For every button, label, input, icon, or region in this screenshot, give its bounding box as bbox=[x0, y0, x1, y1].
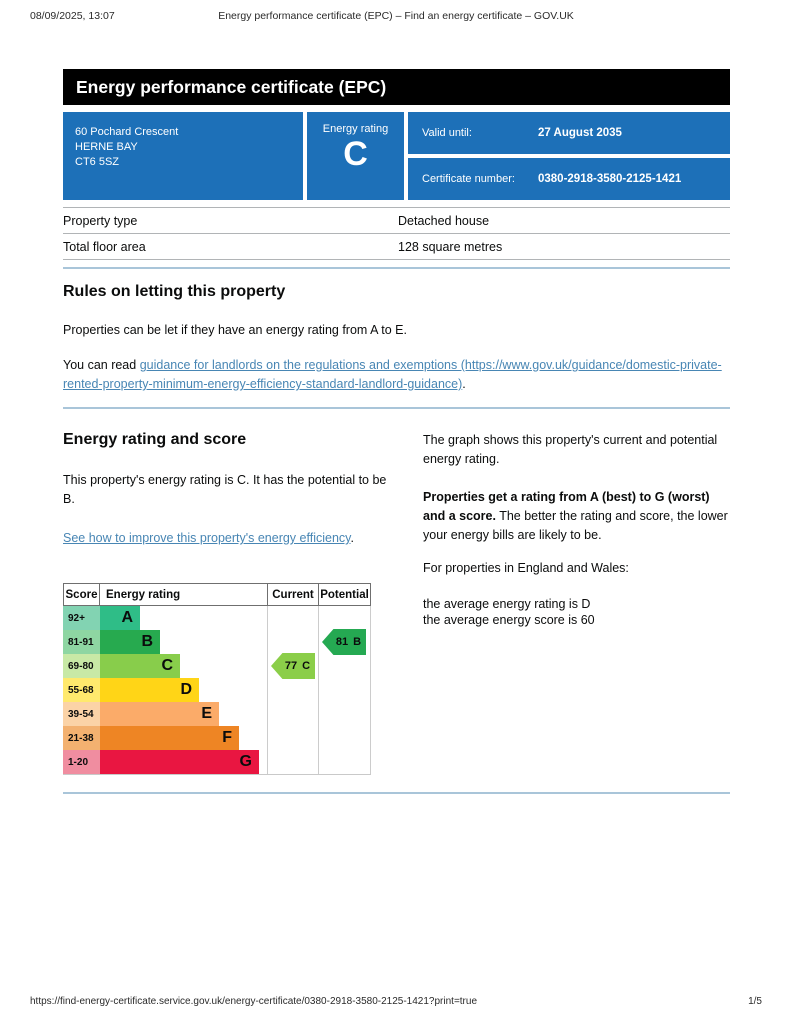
epc-band-row: 1-20 G bbox=[63, 750, 371, 774]
print-datetime: 08/09/2025, 13:07 bbox=[30, 10, 115, 22]
potential-rating-letter: B bbox=[353, 636, 362, 648]
certificate-meta-cells: Valid until: 27 August 2035 Certificate … bbox=[408, 112, 730, 200]
epc-band-row: 55-68 D bbox=[63, 678, 371, 702]
band-score-range: 81-91 bbox=[63, 630, 100, 654]
epc-band-row: 92+ A bbox=[63, 606, 371, 630]
certificate-banner: Energy performance certificate (EPC) bbox=[63, 69, 730, 105]
graph-intro-text: The graph shows this property's current … bbox=[423, 433, 718, 466]
band-bar: C bbox=[100, 654, 180, 678]
valid-until-row: Valid until: 27 August 2035 bbox=[408, 112, 730, 154]
epc-band-row: 81-91 B bbox=[63, 630, 371, 654]
rating-section-heading: Energy rating and score bbox=[63, 431, 247, 448]
band-score-range: 55-68 bbox=[63, 678, 100, 702]
address-line-1: 60 Pochard Crescent bbox=[75, 126, 179, 138]
improve-efficiency-link[interactable]: See how to improve this property's energ… bbox=[63, 531, 351, 545]
band-score-range: 21-38 bbox=[63, 726, 100, 750]
score-column-header: Score bbox=[63, 584, 100, 605]
current-rating-letter: C bbox=[302, 660, 311, 672]
average-rating-line: the average energy rating is D bbox=[423, 597, 591, 611]
improve-link-suffix: . bbox=[350, 531, 354, 545]
address-line-3: CT6 5SZ bbox=[75, 156, 120, 168]
band-score-range: 39-54 bbox=[63, 702, 100, 726]
rating-explainer-text: Properties get a rating from A (best) to… bbox=[423, 488, 731, 545]
table-row: Property type Detached house bbox=[63, 207, 730, 234]
band-bar: D bbox=[100, 678, 199, 702]
current-score-value: 77 bbox=[284, 660, 298, 672]
print-page-title: Energy performance certificate (EPC) – F… bbox=[218, 10, 574, 22]
valid-until-value: 27 August 2035 bbox=[538, 127, 622, 139]
england-wales-text: For properties in England and Wales: bbox=[423, 561, 629, 575]
landlord-guidance-link[interactable]: guidance for landlords on the regulation… bbox=[63, 358, 722, 391]
letting-rules-paragraph: Properties can be let if they have an en… bbox=[63, 323, 407, 337]
average-score-line: the average energy score is 60 bbox=[423, 613, 595, 627]
floor-area-value: 128 square metres bbox=[398, 239, 503, 254]
rating-explainer-bold: Properties get a rating from A (best) to… bbox=[423, 490, 710, 523]
average-stats: the average energy rating is D the avera… bbox=[423, 596, 731, 628]
certificate-number-row: Certificate number: 0380-2918-3580-2125-… bbox=[408, 158, 730, 200]
energy-rating-label: Energy rating bbox=[322, 123, 389, 135]
section-divider bbox=[63, 792, 730, 794]
improve-paragraph: See how to improve this property's energ… bbox=[63, 529, 395, 548]
chart-gridline bbox=[370, 606, 371, 774]
band-bar: F bbox=[100, 726, 239, 750]
rating-summary-text: This property's energy rating is C. It h… bbox=[63, 473, 387, 506]
chart-gridline bbox=[318, 606, 319, 774]
section-divider bbox=[63, 407, 730, 409]
epc-band-row: 39-54 E bbox=[63, 702, 371, 726]
guidance-text-suffix: . bbox=[462, 377, 466, 391]
band-bar: E bbox=[100, 702, 219, 726]
certificate-summary-box: 60 Pochard Crescent HERNE BAY CT6 5SZ En… bbox=[63, 112, 730, 200]
certificate-number-label: Certificate number: bbox=[422, 173, 515, 185]
chart-header-row: Score Energy rating Current Potential bbox=[63, 583, 371, 606]
potential-score-value: 81 bbox=[335, 636, 349, 648]
rating-explainer-rest: The better the rating and score, the low… bbox=[423, 509, 728, 542]
section-divider bbox=[63, 267, 730, 269]
property-type-label: Property type bbox=[63, 213, 138, 228]
band-score-range: 69-80 bbox=[63, 654, 100, 678]
band-score-range: 92+ bbox=[63, 606, 100, 630]
epc-rating-chart: Score Energy rating Current Potential 77… bbox=[63, 583, 371, 775]
banner-title: Energy performance certificate (EPC) bbox=[76, 77, 387, 97]
current-column-header: Current bbox=[267, 584, 318, 605]
table-row: Total floor area 128 square metres bbox=[63, 234, 730, 260]
energy-rating-column-header: Energy rating bbox=[106, 588, 181, 601]
property-address: 60 Pochard Crescent HERNE BAY CT6 5SZ bbox=[63, 112, 303, 200]
energy-rating-cell: Energy rating C bbox=[307, 112, 404, 200]
certificate-number-value: 0380-2918-3580-2125-1421 bbox=[538, 173, 682, 185]
chart-body: 77 C 81 B 92+ A 81-91 B 69-80 C 55-68 D 39-54 E 21-3… bbox=[63, 606, 371, 775]
property-facts-table: Property type Detached house Total floor… bbox=[63, 207, 730, 260]
property-type-value: Detached house bbox=[398, 213, 490, 228]
guidance-text-prefix: You can read bbox=[63, 358, 140, 372]
epc-band-row: 21-38 F bbox=[63, 726, 371, 750]
band-bar: A bbox=[100, 606, 140, 630]
print-footer-url: https://find-energy-certificate.service.… bbox=[30, 996, 478, 1007]
band-score-range: 1-20 bbox=[63, 750, 100, 774]
print-page-indicator: 1/5 bbox=[748, 996, 762, 1007]
address-line-2: HERNE BAY bbox=[75, 141, 138, 153]
band-bar: G bbox=[100, 750, 259, 774]
floor-area-label: Total floor area bbox=[63, 239, 146, 254]
potential-column-header: Potential bbox=[318, 584, 371, 605]
chart-gridline bbox=[267, 606, 268, 774]
band-bar: B bbox=[100, 630, 160, 654]
energy-rating-value: C bbox=[343, 135, 368, 173]
valid-until-label: Valid until: bbox=[422, 127, 472, 139]
letting-guidance-paragraph: You can read guidance for landlords on t… bbox=[63, 356, 730, 394]
epc-band-row: 69-80 C bbox=[63, 654, 371, 678]
letting-rules-heading: Rules on letting this property bbox=[63, 283, 286, 300]
